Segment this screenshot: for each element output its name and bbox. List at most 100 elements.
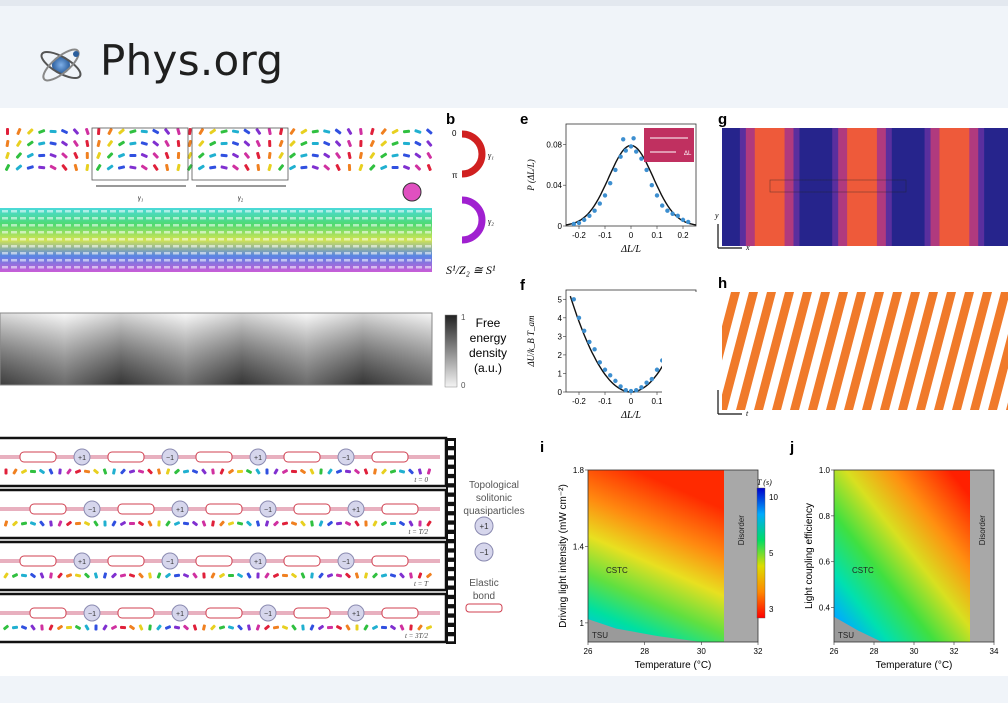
soliton-rod: [40, 624, 44, 631]
data-point: [649, 183, 654, 188]
phys-org-atom-logo-icon[interactable]: [36, 40, 86, 90]
lattice-rod: [398, 231, 404, 234]
quasiparticle-charge: −1: [264, 507, 272, 514]
lattice-rod: [137, 217, 143, 220]
lattice-rod: [308, 217, 314, 220]
colorbar-i: [756, 487, 766, 619]
soliton-rod: [381, 521, 387, 526]
lattice-rod: [119, 245, 125, 248]
lattice-rod: [407, 245, 413, 248]
nematic-rod: [26, 140, 34, 147]
y-tick-label: 1: [558, 369, 563, 378]
director-field-map: [0, 208, 432, 272]
quasiparticle-charge: +1: [254, 559, 262, 566]
soliton-rod: [148, 624, 152, 631]
nematic-rod: [117, 165, 126, 170]
lattice-rod: [164, 259, 170, 262]
nematic-rod: [176, 163, 181, 172]
stripe-g: [999, 128, 1003, 246]
lattice-rod: [281, 224, 287, 227]
nematic-rod: [4, 164, 11, 171]
soliton-rod: [255, 468, 261, 475]
stripe-g: [844, 128, 848, 246]
site-title[interactable]: Phys.org: [100, 36, 284, 85]
lattice-rod: [335, 266, 341, 269]
soliton-rod: [389, 469, 397, 474]
stripe-g: [745, 128, 750, 246]
lattice-rod: [110, 259, 116, 262]
nematic-rod: [256, 151, 261, 160]
figure-canvas: γ₁ γ₂ b 0 π γ₁ γ₂ S¹/Z₂ ≅ S¹ 1 0 Free ene…: [0, 111, 1008, 671]
lattice-rod: [425, 252, 431, 255]
soliton-panel: Topological solitonic quasiparticles +1 …: [0, 436, 525, 644]
stripe-g: [814, 128, 818, 246]
lattice-rod: [146, 266, 152, 269]
lattice-rod: [20, 238, 26, 241]
soliton-rod: [156, 624, 162, 631]
x-tick-label: 0.2: [677, 231, 689, 240]
soliton-rod: [147, 520, 153, 527]
nematic-rod: [369, 164, 376, 171]
lattice-rod: [38, 210, 44, 213]
soliton-rod: [183, 624, 189, 631]
soliton-rod: [425, 625, 433, 630]
soliton-rod: [192, 520, 198, 527]
lattice-rod: [290, 217, 296, 220]
stripe-g: [987, 128, 991, 246]
data-point: [634, 387, 639, 393]
lattice-rod: [263, 217, 269, 220]
stripe-g: [757, 128, 762, 246]
nematic-rod: [402, 165, 411, 170]
soliton-rod: [273, 468, 279, 475]
elastic-bond: [205, 503, 243, 515]
panel-label-g: g: [718, 111, 727, 128]
y-tick-label: 0.04: [546, 181, 562, 190]
soliton-rod: [417, 572, 423, 579]
nematic-rod: [300, 141, 308, 146]
lattice-rod: [209, 252, 215, 255]
stripe-g: [891, 128, 896, 246]
soliton-rod: [255, 520, 261, 527]
nematic-rod: [289, 128, 296, 135]
lattice-rod: [101, 217, 107, 220]
quasiparticle-charge: −1: [88, 611, 96, 618]
stripe-g: [927, 128, 932, 246]
lattice-rod: [83, 231, 89, 234]
tsu-region-j: [834, 616, 882, 642]
soliton-rod: [173, 573, 181, 578]
stripe-g: [924, 128, 929, 246]
y-tick-label: 1.8: [573, 466, 585, 475]
lattice-rod: [20, 266, 26, 269]
lattice-rod: [29, 266, 35, 269]
soliton-rod: [65, 573, 73, 578]
lattice-rod: [92, 259, 98, 262]
stripe-g: [727, 128, 732, 246]
nematic-rod: [106, 152, 114, 159]
nematic-rod: [198, 128, 205, 135]
nematic-rod: [311, 153, 319, 158]
film-strip-hole: [448, 468, 454, 474]
quasiparticle: [161, 448, 179, 466]
elastic-bond: [29, 503, 67, 515]
lattice-rod: [11, 252, 17, 255]
lattice-rod: [137, 210, 143, 213]
stripe-g: [990, 128, 994, 246]
lattice-rod: [281, 252, 287, 255]
nematic-rod: [129, 129, 137, 134]
stripe-g: [778, 128, 783, 246]
stripe-g: [841, 128, 845, 246]
soliton-rod: [335, 521, 343, 526]
lattice-rod: [47, 231, 53, 234]
stripe-g: [808, 128, 812, 246]
stripe-g: [835, 128, 839, 246]
region-label-cstc-j: CSTC: [852, 566, 874, 575]
nematic-rod: [49, 141, 57, 146]
nematic-rod: [209, 165, 217, 170]
region-label-cstc-i: CSTC: [606, 566, 628, 575]
nematic-rod: [414, 140, 422, 147]
soliton-rod: [237, 573, 243, 578]
nematic-rod: [323, 129, 331, 134]
lattice-rod: [245, 238, 251, 241]
soliton-rod: [290, 521, 298, 526]
film-strip-hole: [448, 543, 454, 549]
